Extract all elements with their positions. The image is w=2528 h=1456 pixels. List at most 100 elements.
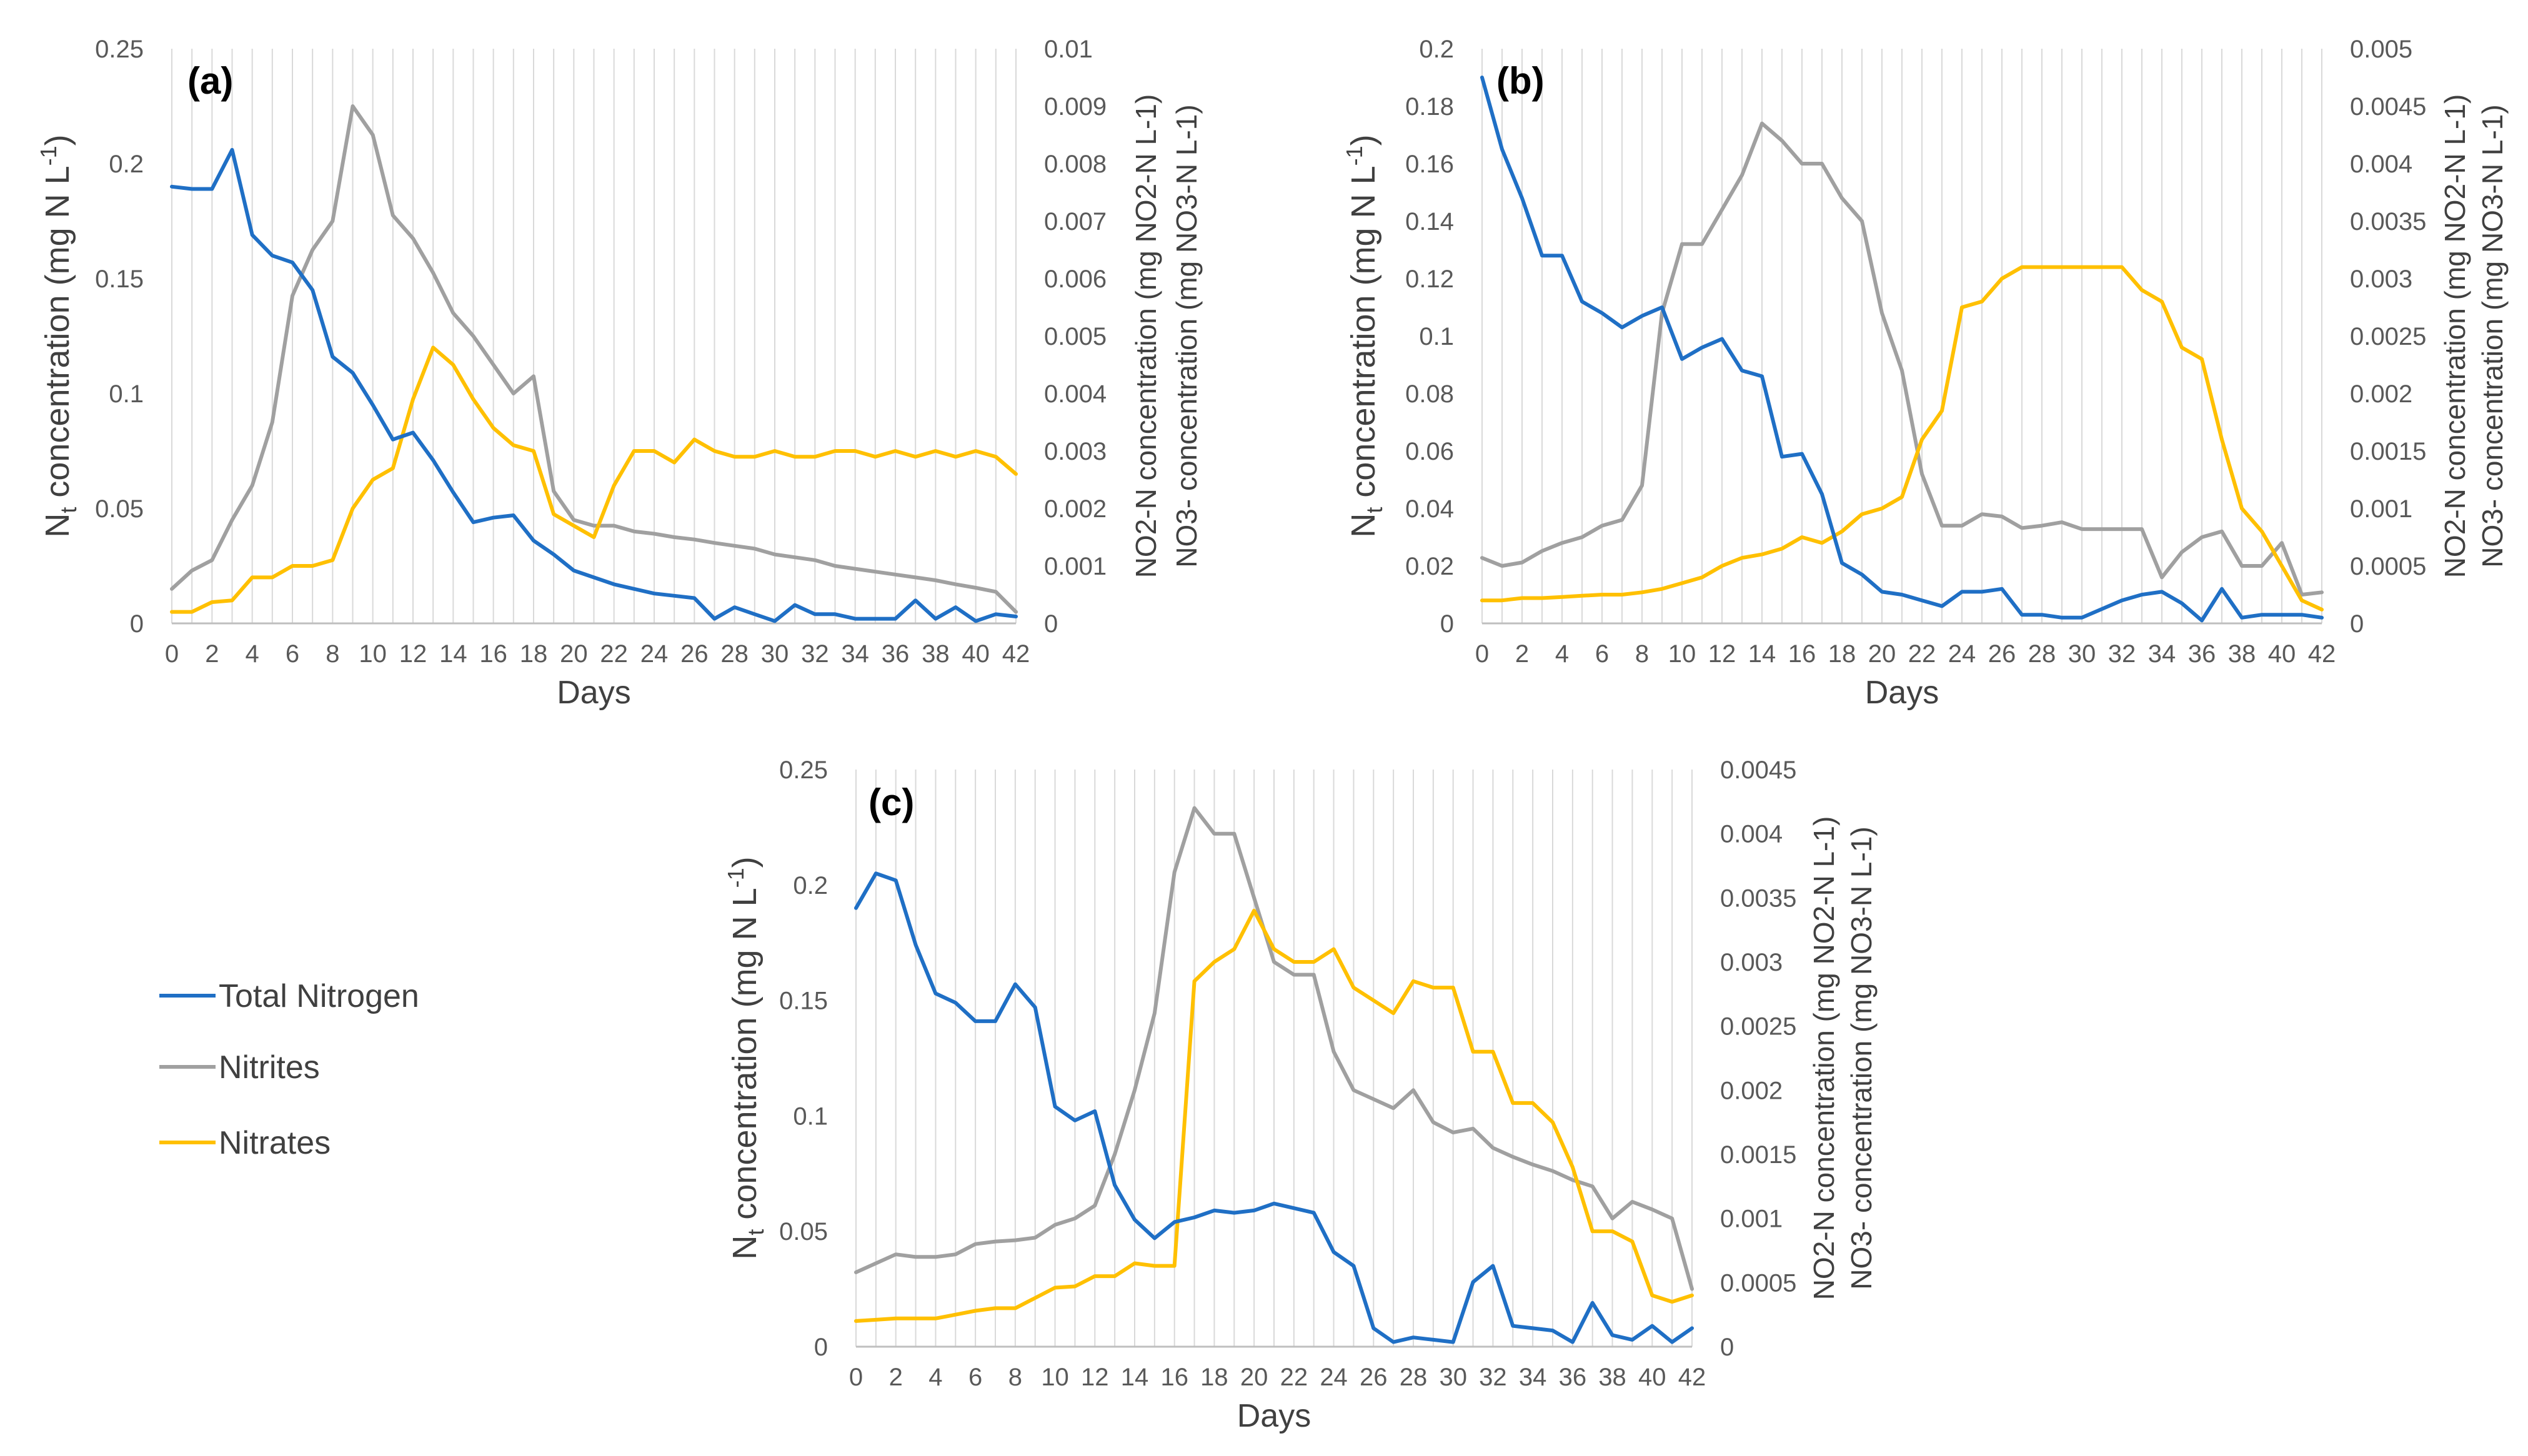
y-left-tick-label: 0.16 [1405, 151, 1454, 178]
x-tick-label: 28 [2028, 640, 2056, 668]
chart-panel-c: 0 2 4 6 8 10 12 14 16 18 20 22 24 26 28 30 32 34 36 38 40 420… [723, 756, 1878, 1434]
legend-label-nitrites: Nitrites [219, 1049, 320, 1086]
chart-panel-b: 0 2 4 6 8 10 12 14 16 18 20 22 24 26 28 30 32 34 36 38 40 420… [1341, 36, 2509, 711]
y-left-tick-label: 0.04 [1405, 495, 1454, 523]
x-tick-label: 20 [1240, 1364, 1268, 1391]
y-left-tick-label: 0.14 [1405, 208, 1454, 235]
y-left-tick-label: 0.02 [1405, 553, 1454, 580]
y-left-axis-title-n: N [39, 513, 76, 538]
x-tick-label: 30 [761, 640, 789, 668]
y-right-tick-label: 0.007 [1044, 208, 1107, 235]
x-tick-label: 38 [1598, 1364, 1626, 1391]
x-tick-label: 40 [2268, 640, 2296, 668]
x-axis-title: Days [557, 675, 630, 711]
y-left-tick-label: 0 [1440, 610, 1454, 638]
y-right-tick-label: 0.0015 [2350, 438, 2426, 465]
y-left-tick-label: 0.25 [95, 36, 144, 63]
y-right-tick-label: 0.006 [1044, 265, 1107, 293]
series-line-nitrates [170, 345, 1018, 614]
y-right-tick-label: 0.004 [1044, 380, 1107, 408]
series-line-nitrates [854, 908, 1694, 1323]
y-right-tick-label: 0.0025 [2350, 323, 2426, 350]
x-tick-label: 6 [286, 640, 299, 668]
x-tick-label: 42 [2308, 640, 2336, 668]
x-tick-label: 28 [1400, 1364, 1428, 1391]
y-left-tick-label: 0.25 [779, 756, 828, 784]
x-tick-label: 22 [600, 640, 628, 668]
x-tick-label: 8 [1635, 640, 1649, 668]
x-tick-label: 38 [2228, 640, 2256, 668]
y-left-tick-label: 0 [130, 610, 144, 638]
y-right-axis-title-no2: NO2-N concentration (mg NO2-N L-1) [2439, 94, 2471, 578]
x-tick-label: 30 [1439, 1364, 1467, 1391]
panel-label: (b) [1496, 60, 1545, 102]
x-axis-title: Days [1865, 675, 1939, 711]
y-right-tick-label: 0 [1720, 1334, 1734, 1361]
y-left-tick-label: 0.1 [109, 380, 144, 408]
y-left-axis-title-text: concentration (mg N L [1345, 166, 1382, 507]
y-right-tick-label: 0.003 [1044, 438, 1107, 465]
x-tick-label: 14 [1748, 640, 1776, 668]
y-right-tick-label: 0.0045 [2350, 93, 2426, 121]
y-right-tick-label: 0.002 [1720, 1077, 1783, 1104]
x-tick-label: 2 [205, 640, 219, 668]
series-line-nitrites [1480, 121, 2324, 597]
series-line-nitrates [1480, 265, 2324, 612]
y-right-tick-label: 0.003 [2350, 265, 2412, 293]
y-left-axis-title-close: ) [39, 134, 76, 146]
x-tick-label: 18 [1828, 640, 1856, 668]
y-right-axis-title-no3: NO3- concentration (mg NO3-N L-1) [1845, 826, 1878, 1289]
x-tick-label: 16 [479, 640, 507, 668]
x-tick-label: 8 [326, 640, 339, 668]
x-tick-label: 0 [165, 640, 179, 668]
x-tick-label: 24 [640, 640, 669, 668]
y-left-tick-label: 0.08 [1405, 380, 1454, 408]
y-left-axis-title-sup: -1 [1341, 146, 1367, 166]
y-right-tick-label: 0.01 [1044, 36, 1093, 63]
y-left-tick-label: 0.05 [779, 1218, 828, 1246]
y-right-tick-label: 0.001 [1044, 553, 1107, 580]
x-tick-label: 4 [246, 640, 259, 668]
y-right-tick-label: 0 [1044, 610, 1058, 638]
x-tick-label: 34 [2148, 640, 2176, 668]
y-right-tick-label: 0.004 [2350, 151, 2412, 178]
x-tick-label: 8 [1008, 1364, 1022, 1391]
x-tick-label: 36 [1559, 1364, 1587, 1391]
x-tick-label: 32 [801, 640, 829, 668]
series-line-total-nitrogen [170, 147, 1018, 623]
y-right-tick-label: 0.002 [1044, 495, 1107, 523]
x-tick-label: 22 [1908, 640, 1936, 668]
x-tick-label: 40 [1638, 1364, 1666, 1391]
x-tick-label: 4 [1555, 640, 1569, 668]
x-tick-label: 10 [1041, 1364, 1069, 1391]
y-left-tick-label: 0.2 [793, 872, 828, 899]
x-tick-label: 42 [1002, 640, 1030, 668]
x-tick-label: 2 [889, 1364, 903, 1391]
panel-label: (a) [187, 60, 233, 102]
y-right-tick-label: 0.009 [1044, 93, 1107, 121]
y-left-tick-label: 0.1 [1419, 323, 1454, 350]
y-right-tick-label: 0.004 [1720, 821, 1783, 848]
x-tick-label: 36 [882, 640, 910, 668]
y-right-axis-title-no3: NO3- concentration (mg NO3-N L-1) [1170, 104, 1203, 567]
y-left-axis-title-n: N [1345, 513, 1382, 538]
y-right-tick-label: 0.005 [1044, 323, 1107, 350]
x-tick-label: 26 [680, 640, 709, 668]
y-left-axis-title-close: ) [1345, 134, 1382, 146]
x-tick-label: 40 [962, 640, 990, 668]
x-tick-label: 0 [849, 1364, 863, 1391]
y-left-tick-label: 0.18 [1405, 93, 1454, 121]
x-tick-label: 6 [968, 1364, 982, 1391]
series-line-nitrites [854, 806, 1694, 1291]
x-tick-label: 20 [560, 640, 588, 668]
y-left-axis-title-sup: -1 [36, 146, 61, 166]
y-right-tick-label: 0.0005 [1720, 1269, 1796, 1297]
chart-panel-a: 0 2 4 6 8 10 12 14 16 18 20 22 24 26 28 30 32 34 36 38 40 420… [36, 36, 1203, 711]
y-right-tick-label: 0.003 [1720, 949, 1783, 976]
y-right-tick-label: 0.0035 [2350, 208, 2426, 235]
y-right-tick-label: 0.0015 [1720, 1141, 1796, 1169]
y-left-axis-title-text: concentration (mg N L [726, 888, 764, 1229]
x-tick-label: 18 [520, 640, 548, 668]
x-tick-label: 30 [2068, 640, 2096, 668]
